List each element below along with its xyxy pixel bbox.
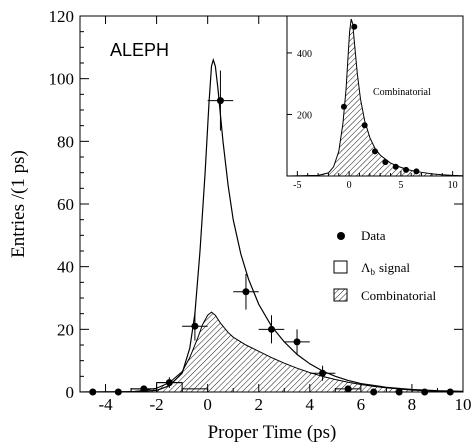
inset-combinatorial-area-layer [287,18,463,176]
data-point-marker [446,388,454,396]
data-point [156,377,183,388]
inset-x-tick-label: -5 [293,180,301,191]
inset-label: Combinatorial [373,87,431,98]
data-point-marker [216,97,224,105]
y-tick-label: 100 [49,70,75,89]
legend-signal-lambda: Λ [361,260,371,275]
y-tick-label: 20 [57,320,74,339]
x-axis-title: Proper Time (ps) [208,422,337,442]
data-point [421,388,429,396]
y-tick-label: 80 [57,132,74,151]
inset-data-point [351,23,358,30]
data-point [114,388,122,396]
data-point-marker [293,338,301,346]
data-point-marker [89,388,97,396]
data-point [446,388,454,396]
x-tick-label: -2 [150,395,164,414]
legend: Data Λb signal Combinatorial [333,228,436,303]
inset-data-point [340,103,347,110]
inset-data-point [361,122,368,129]
x-tick-label: 6 [357,395,366,414]
y-tick-label: 0 [66,383,75,402]
legend-data-marker [337,232,345,240]
inset-data-point [413,168,420,175]
data-points-layer [89,70,454,396]
experiment-label: ALEPH [110,40,169,60]
inset-x-tick-label: 10 [448,180,458,191]
data-point-marker [319,369,327,377]
inset-plot: -5 0 5 10 200 400 Combinatorial [286,15,464,191]
legend-signal-subscript: b [370,267,375,277]
data-point [233,273,259,310]
data-point [207,70,234,131]
inset-data-point [372,148,378,155]
data-point [131,385,157,393]
data-point [258,315,285,344]
legend-entry-data: Data [337,228,386,243]
signal-curve-layer [80,57,463,392]
y-axis-title: Entries /(1 ps) [8,150,29,258]
legend-entry-combinatorial: Combinatorial [333,288,436,303]
inset-data-point [392,163,399,170]
data-point-marker [191,322,199,330]
legend-entry-signal: Λb signal [333,260,410,277]
data-point [89,388,97,396]
x-tick-label: -4 [98,395,113,414]
data-point-marker [114,388,122,396]
data-point-marker [370,388,378,396]
legend-combinatorial-swatch [333,288,348,302]
x-axis-ticks: -4 -2 0 2 4 6 8 10 [79,16,471,414]
data-point-marker [242,288,250,296]
inset-x-tick-label: 0 [347,180,352,191]
legend-signal-swatch [333,260,348,274]
y-tick-label: 120 [49,7,75,26]
data-point [335,385,361,393]
x-tick-label: 8 [408,395,417,414]
data-point [182,311,208,341]
inset-data-point [403,166,410,173]
legend-signal-label: Λb signal [361,260,410,277]
inset-x-axis-ticks: -5 0 5 10 [293,171,458,191]
y-tick-label: 60 [57,195,74,214]
x-tick-label: 10 [455,395,471,414]
data-point-marker [344,385,352,393]
data-point-marker [268,325,275,333]
inset-combinatorial-area [287,18,463,176]
data-point-marker [140,385,148,393]
inset-x-tick-label: 5 [398,180,403,191]
x-tick-label: 2 [254,395,263,414]
x-tick-label: 4 [306,395,315,414]
inset-y-tick-label: 400 [297,49,312,60]
data-point [395,388,403,396]
inset-data-points-layer [340,23,420,175]
legend-signal-suffix: signal [379,260,410,275]
data-point-marker [421,388,429,396]
data-point-marker [395,388,403,396]
y-tick-label: 40 [57,258,74,277]
data-point [309,365,336,381]
legend-data-label: Data [361,228,386,243]
data-point [284,329,310,355]
inset-frame [286,15,464,177]
x-tick-label: 0 [203,395,212,414]
data-point-marker [165,379,173,387]
inset-data-point [382,159,389,166]
signal-curve [80,57,463,392]
data-point [370,388,378,396]
inset-y-axis-ticks: 200 400 [287,49,312,121]
inset-y-tick-label: 200 [297,110,312,121]
legend-combinatorial-label: Combinatorial [361,288,436,303]
